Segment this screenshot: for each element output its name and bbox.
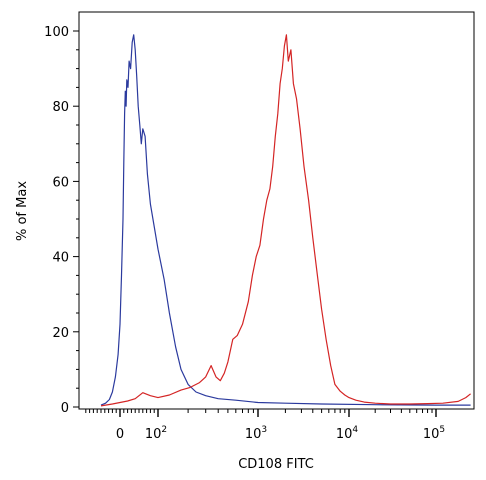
y-tick-label: 80 bbox=[52, 100, 69, 115]
y-tick-label: 60 bbox=[52, 175, 69, 190]
y-axis-label: % of Max bbox=[15, 181, 30, 241]
x-axis: 0 102 103 104 105 bbox=[85, 409, 445, 442]
y-tick-label: 40 bbox=[52, 251, 69, 266]
x-tick-label: 102 bbox=[145, 425, 167, 442]
x-tick-label: 105 bbox=[423, 425, 445, 442]
series-line-2 bbox=[100, 34, 471, 407]
y-axis: 0 20 40 60 80 100 bbox=[44, 25, 79, 416]
y-tick-label: 20 bbox=[52, 326, 69, 341]
series-layer bbox=[100, 34, 471, 407]
series-line-1 bbox=[100, 34, 471, 406]
y-tick-label: 100 bbox=[44, 25, 69, 40]
plot-frame bbox=[78, 11, 475, 410]
x-tick-label: 103 bbox=[245, 425, 267, 442]
x-tick-label: 104 bbox=[336, 425, 359, 442]
y-tick-label: 0 bbox=[61, 401, 69, 416]
x-axis-label: CD108 FITC bbox=[238, 457, 314, 472]
x-tick-label: 0 bbox=[116, 427, 124, 442]
